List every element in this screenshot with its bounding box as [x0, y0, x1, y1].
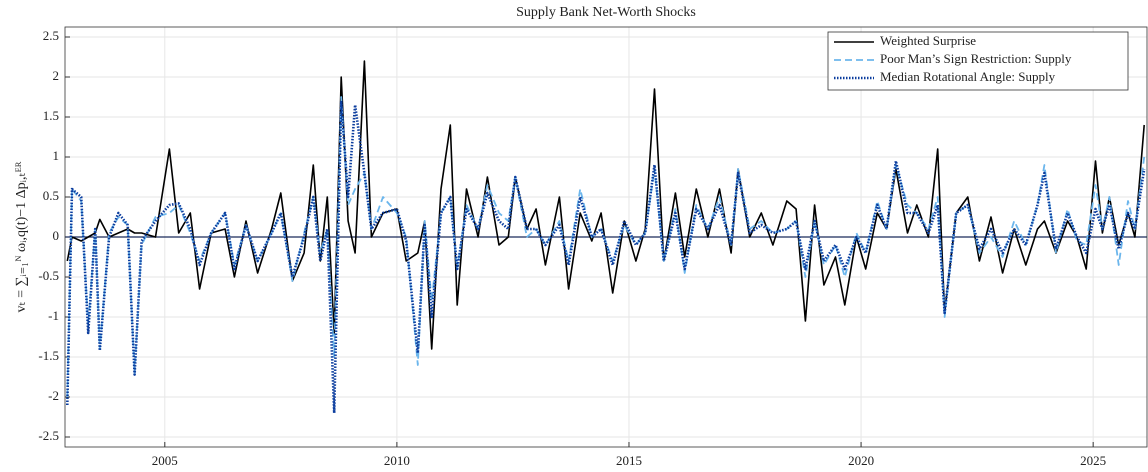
legend-label: Median Rotational Angle: Supply: [880, 69, 1056, 84]
x-tick-label: 2015: [616, 453, 642, 468]
legend-box: [827, 31, 1129, 91]
y-tick-label: -2: [48, 388, 59, 403]
y-tick-label: -2.5: [38, 428, 59, 443]
plot-frame: [64, 26, 1148, 448]
legend-label: Poor Man’s Sign Restriction: Supply: [880, 51, 1072, 66]
legend-label: Weighted Surprise: [880, 33, 976, 48]
x-tick-label: 2005: [152, 453, 178, 468]
y-axis-label: vₜ = ∑ᵢ₌₁ᴺ ωᵢ,q(t)−1 Δpᵢ,ₜᴱᴿ: [14, 161, 29, 312]
chart-title: Supply Bank Net-Worth Shocks: [516, 5, 696, 20]
series-line: [66, 96, 1146, 398]
y-tick-label: 2: [53, 68, 60, 83]
y-tick-label: 0: [53, 228, 60, 243]
x-tick-label: 2010: [384, 453, 410, 468]
y-tick-label: 0.5: [43, 188, 59, 203]
x-tick-label: 2020: [848, 453, 874, 468]
y-tick-label: -1.5: [38, 348, 59, 363]
x-tick-label: 2025: [1080, 453, 1106, 468]
series-line: [66, 60, 1145, 350]
y-tick-label: 2.5: [43, 28, 59, 43]
y-tick-label: 1.5: [43, 108, 59, 123]
y-tick-label: -1: [48, 308, 59, 323]
y-tick-label: 1: [53, 148, 60, 163]
y-tick-label: -0.5: [38, 268, 59, 283]
